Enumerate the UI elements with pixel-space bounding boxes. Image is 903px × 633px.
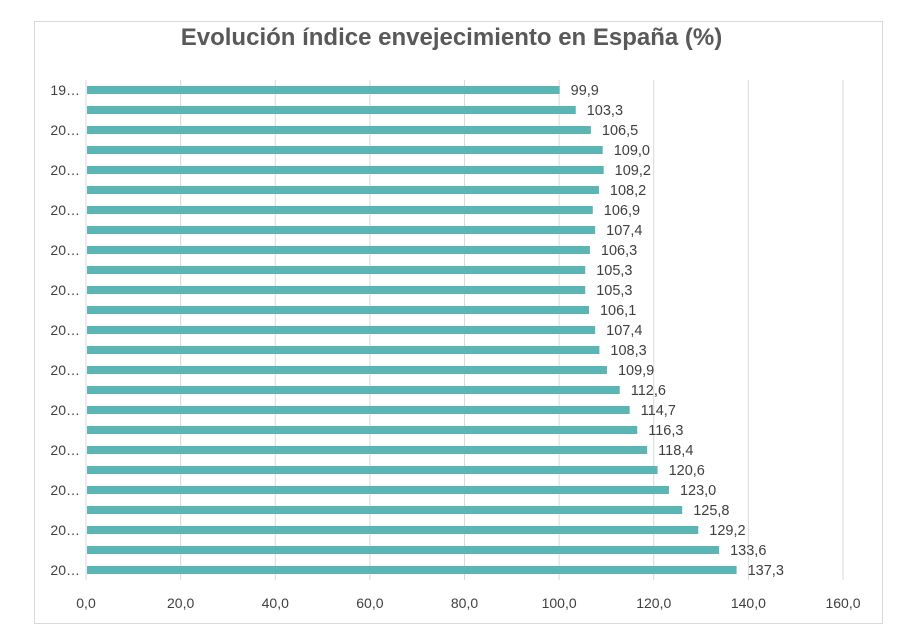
- y-tick-label: 20…: [50, 562, 80, 578]
- bar: [87, 486, 669, 494]
- data-label: 120,6: [669, 463, 705, 479]
- bar: [87, 446, 648, 454]
- bar: [87, 386, 620, 394]
- data-label: 133,6: [730, 543, 766, 559]
- y-tick-label: 20…: [50, 122, 80, 138]
- bar: [87, 246, 590, 254]
- bar: [87, 286, 586, 294]
- bar: [87, 506, 683, 514]
- bar: [87, 106, 576, 114]
- bar: [87, 426, 638, 434]
- chart-title: Evolución índice envejecimiento en Españ…: [180, 24, 723, 51]
- y-tick-label: 20…: [50, 442, 80, 458]
- x-tick-label: 120,0: [636, 595, 671, 611]
- bar: [87, 146, 603, 154]
- x-tick-label: 160,0: [825, 595, 860, 611]
- data-label: 105,3: [596, 263, 632, 279]
- bar: [87, 546, 720, 554]
- x-tick-label: 80,0: [451, 595, 478, 611]
- data-label: 116,3: [648, 423, 683, 439]
- x-tick-label: 100,0: [542, 595, 577, 611]
- y-tick-label: 20…: [50, 202, 80, 218]
- x-tick-label: 140,0: [731, 595, 766, 611]
- y-tick-label: 20…: [50, 482, 80, 498]
- data-label: 106,1: [600, 303, 636, 319]
- data-label: 123,0: [680, 483, 716, 499]
- bar: [87, 266, 586, 274]
- data-label: 103,3: [587, 103, 623, 119]
- y-tick-label: 20…: [50, 522, 80, 538]
- data-label: 107,4: [606, 323, 642, 339]
- bar: [87, 326, 596, 334]
- x-tick-label: 40,0: [262, 595, 289, 611]
- data-label: 106,3: [601, 243, 637, 259]
- y-tick-label: 20…: [50, 162, 80, 178]
- bar: [87, 206, 593, 214]
- y-tick-label: 20…: [50, 362, 80, 378]
- y-tick-label: 20…: [50, 282, 80, 298]
- data-label: 106,9: [604, 203, 640, 219]
- x-tick-label: 60,0: [356, 595, 383, 611]
- data-label: 118,4: [658, 443, 693, 459]
- bar: [87, 306, 589, 314]
- bar: [87, 526, 699, 534]
- data-label: 125,8: [693, 503, 729, 519]
- bar: [87, 406, 630, 414]
- data-label: 137,3: [748, 563, 784, 579]
- data-label: 109,0: [614, 143, 650, 159]
- bar: [87, 466, 658, 474]
- bar: [87, 366, 607, 374]
- y-tick-label: 19…: [50, 82, 80, 98]
- bar: [87, 166, 604, 174]
- chart-frame: [34, 21, 883, 624]
- x-tick-label: 20,0: [167, 595, 194, 611]
- y-tick-label: 20…: [50, 402, 80, 418]
- bar: [87, 346, 600, 354]
- data-label: 109,9: [618, 363, 654, 379]
- bar: [87, 86, 560, 94]
- x-tick-label: 0,0: [76, 595, 96, 611]
- data-label: 129,2: [709, 523, 745, 539]
- data-label: 112,6: [631, 383, 666, 399]
- y-tick-label: 20…: [50, 242, 80, 258]
- bar: [87, 566, 737, 574]
- bar: [87, 126, 591, 134]
- y-tick-label: 20…: [50, 322, 80, 338]
- data-label: 99,9: [571, 83, 599, 99]
- data-label: 109,2: [615, 163, 651, 179]
- data-label: 114,7: [641, 403, 676, 419]
- data-label: 105,3: [596, 283, 632, 299]
- bar: [87, 186, 599, 194]
- data-label: 108,3: [610, 343, 646, 359]
- data-label: 108,2: [610, 183, 646, 199]
- data-label: 106,5: [602, 123, 638, 139]
- bar: [87, 226, 596, 234]
- data-label: 107,4: [606, 223, 642, 239]
